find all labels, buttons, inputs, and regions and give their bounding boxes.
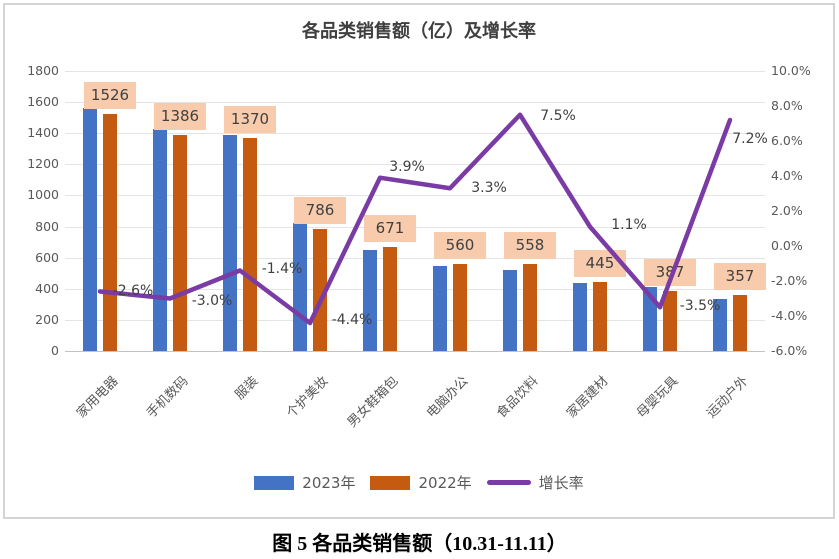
bar-data-label: 1370 [224,105,276,133]
category-label: 男女鞋箱包 [344,373,402,431]
chart-legend: 2023年 2022年 增长率 [5,472,833,493]
category-label: 电脑办公 [424,373,472,422]
growth-rate-label: -3.0% [191,292,233,309]
bar-2023 [153,129,167,351]
growth-rate-label: -4.4% [331,312,373,328]
bar-2022 [733,295,747,351]
right-axis-tick: 10.0% [771,63,811,78]
bar-2023 [293,223,307,351]
bar-2022 [243,137,257,351]
bar-2022 [103,113,117,351]
bar-2022 [173,135,187,351]
bar-2022 [593,281,607,351]
legend-item-增长率: 增长率 [486,472,584,493]
figure-caption: 图 5 各品类销售额（10.31-11.11） [272,533,567,555]
category-label: 母婴玩具 [634,373,682,422]
left-axis-tick: 800 [35,218,59,234]
bar-data-label: 560 [434,231,486,259]
growth-rate-label: 1.1% [611,216,647,233]
bar-data-label: 357 [714,263,766,291]
category-label: 服装 [232,373,262,403]
left-axis-tick: 400 [35,280,59,296]
growth-rate-label: 3.9% [389,158,425,175]
growth-rate-label: -1.4% [261,260,303,277]
category-label: 家用电器 [74,373,122,422]
left-axis-tick: 1800 [27,63,59,78]
legend-bar-swatch [254,475,295,490]
bar-2022 [663,290,677,351]
x-axis-line [65,351,765,352]
growth-rate-label: 7.5% [540,107,576,124]
bar-data-label: 1526 [84,81,136,109]
legend-label: 增长率 [538,474,584,492]
category-label: 家居建材 [564,373,612,422]
bar-data-label: 445 [574,249,626,277]
bar-data-label: 1386 [154,103,206,131]
chart-title: 各品类销售额（亿）及增长率 [302,21,536,42]
right-axis-tick: -2.0% [771,273,808,288]
left-axis-tick: 0 [51,343,59,358]
right-axis-tick: 4.0% [771,168,803,183]
bar-2023 [363,249,377,351]
right-axis-tick: -4.0% [771,308,808,323]
bar-2023 [83,108,97,351]
left-axis-tick: 1400 [27,125,59,141]
gridline [65,288,765,290]
bar-2022 [313,228,327,351]
right-axis-tick: 0.0% [771,238,803,253]
left-axis-tick: 1200 [27,156,59,172]
gridline [65,195,765,197]
left-axis-tick: 600 [35,249,59,265]
bar-2022 [453,263,467,351]
growth-rate-label: 7.2% [732,131,768,147]
gridline [65,71,765,72]
right-axis-tick: -6.0% [771,343,808,358]
left-axis-tick: 200 [35,311,59,327]
category-label: 手机数码 [144,373,192,422]
left-axis-tick: 1600 [27,94,59,110]
category-label: 个护美妆 [284,373,332,422]
category-label: 运动户外 [704,373,752,422]
bar-2023 [643,287,657,351]
right-axis-tick: 6.0% [771,133,803,148]
legend-label: 2022年 [418,474,472,492]
bar-data-label: 786 [294,196,346,224]
bar-data-label: 671 [364,214,416,242]
bar-data-label: 558 [504,232,556,260]
growth-rate-label: -3.5% [679,298,721,315]
bar-2023 [223,134,237,351]
growth-rate-label: -2.6% [112,282,154,299]
gridline [65,319,765,321]
legend-item-2023年: 2023年 [254,472,355,493]
right-axis-tick: 2.0% [771,203,803,218]
category-label: 食品饮料 [494,373,542,422]
bar-2022 [523,264,537,351]
right-axis-tick: 8.0% [771,98,803,113]
bar-data-label: 387 [644,258,696,286]
growth-rate-label: 3.3% [471,180,507,197]
bar-2023 [503,270,517,351]
legend-item-2022年: 2022年 [370,472,472,493]
bar-2022 [383,246,397,351]
legend-bar-swatch [370,475,411,490]
gridline [65,133,765,135]
category-sales-chart: 各品类销售额（亿）及增长率 2023年 2022年 增长率 1800 1600 1400… [3,3,835,519]
bar-2023 [573,282,587,351]
gridline [65,102,765,104]
left-axis-tick: 1000 [27,187,59,203]
legend-label: 2023年 [302,474,356,492]
legend-line-swatch [486,480,531,485]
bar-2023 [433,266,447,351]
